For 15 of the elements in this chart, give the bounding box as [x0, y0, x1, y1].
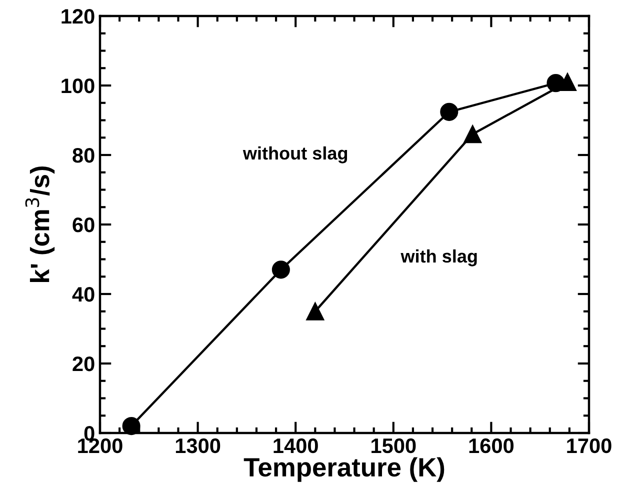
y-tick-label: 120	[62, 9, 94, 24]
y-axis-title: k' (cm$^{3}$/s)	[25, 166, 55, 282]
x-tick-label: 1600	[469, 438, 514, 454]
y-tick-label: 20	[72, 356, 94, 372]
x-tick-label: 1300	[176, 438, 220, 454]
annotation: without slag	[242, 146, 348, 164]
y-tick-label: 40	[72, 287, 94, 302]
x-axis-title: Temperature (K)	[244, 457, 444, 482]
y-tick-label: 80	[72, 148, 94, 163]
x-tick-label: 1700	[567, 438, 612, 454]
x-tick-label: 1400	[274, 438, 318, 454]
annotation: with slag	[400, 249, 477, 266]
x-tick-label: 1500	[372, 438, 416, 454]
y-tick-label: 100	[62, 78, 94, 94]
y-tick-label: 60	[72, 218, 94, 232]
